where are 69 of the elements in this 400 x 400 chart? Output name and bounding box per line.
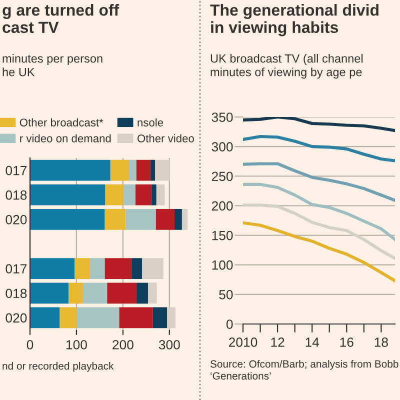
bar	[119, 307, 153, 328]
y-tick-label: 350	[212, 112, 233, 122]
legend-label: nsole	[138, 118, 164, 126]
bar	[30, 258, 75, 280]
bar	[150, 160, 156, 181]
bar	[167, 307, 176, 328]
y-tick-label: 020	[6, 313, 27, 323]
bar	[156, 184, 165, 206]
bar	[174, 208, 182, 230]
y-tick-label: 017	[6, 166, 27, 176]
bar	[135, 184, 152, 206]
y-tick-label: 300	[212, 142, 233, 152]
bar	[131, 258, 142, 280]
y-tick-label: 018	[6, 190, 27, 200]
legend-label: Other video	[138, 134, 194, 142]
y-tick-label: 020	[6, 214, 27, 224]
x-tick-label: 12	[271, 338, 284, 347]
y-tick-label: 0	[226, 320, 233, 329]
bar	[105, 184, 124, 206]
y-tick-label: 250	[212, 172, 233, 182]
y-tick-label: 100	[212, 260, 233, 270]
bar	[136, 160, 150, 181]
legend-label: Other broadcast*	[20, 118, 104, 126]
bar	[82, 282, 108, 304]
legend-label: r video on demand	[20, 134, 111, 142]
bar	[110, 160, 129, 181]
y-tick-label: 150	[212, 230, 233, 240]
y-tick-label: 018	[6, 288, 27, 298]
bar	[126, 208, 156, 230]
bar	[30, 184, 106, 206]
source-note: Source: Ofcom/Barb; analysis from Bobb ‘Generations’	[210, 360, 398, 380]
text: nd or recorded playback	[2, 362, 114, 372]
bar	[30, 208, 105, 230]
bar	[107, 282, 136, 304]
bar	[30, 282, 69, 304]
chart-subtitle: minutes per person he UK	[2, 54, 102, 76]
bar	[68, 282, 83, 304]
y-tick-label: 200	[212, 201, 233, 211]
bar	[156, 208, 175, 230]
bar	[104, 208, 126, 230]
bar	[142, 258, 164, 280]
chart-title: g are turned off cast TV	[2, 4, 120, 34]
bar	[30, 160, 110, 181]
x-tick-label: 300	[158, 340, 180, 350]
bar	[60, 307, 77, 328]
x-tick-label: 0	[26, 340, 34, 350]
bar	[148, 282, 157, 304]
x-tick-label: 18	[374, 338, 388, 347]
bar	[123, 184, 136, 206]
bar	[182, 208, 188, 230]
y-tick-label: 50	[219, 290, 233, 300]
bar	[76, 307, 120, 328]
bar	[128, 160, 136, 181]
bar	[90, 258, 105, 280]
x-tick-label: 2010	[228, 338, 258, 347]
bar	[74, 258, 90, 280]
bar	[136, 282, 148, 304]
chart-title: The generational divid in viewing habits	[210, 4, 378, 36]
bar	[155, 160, 170, 181]
x-tick-label: 14	[306, 338, 320, 347]
bar	[104, 258, 132, 280]
x-tick-label: 16	[340, 338, 354, 347]
bar	[30, 307, 60, 328]
y-tick-label: 017	[6, 264, 27, 274]
bar	[151, 184, 156, 206]
bar	[152, 307, 168, 328]
x-tick-label: 200	[112, 340, 134, 350]
x-tick-label: 100	[66, 340, 87, 350]
chart-subtitle: UK broadcast TV (all channel minutes of viewing by age pe	[210, 54, 363, 79]
